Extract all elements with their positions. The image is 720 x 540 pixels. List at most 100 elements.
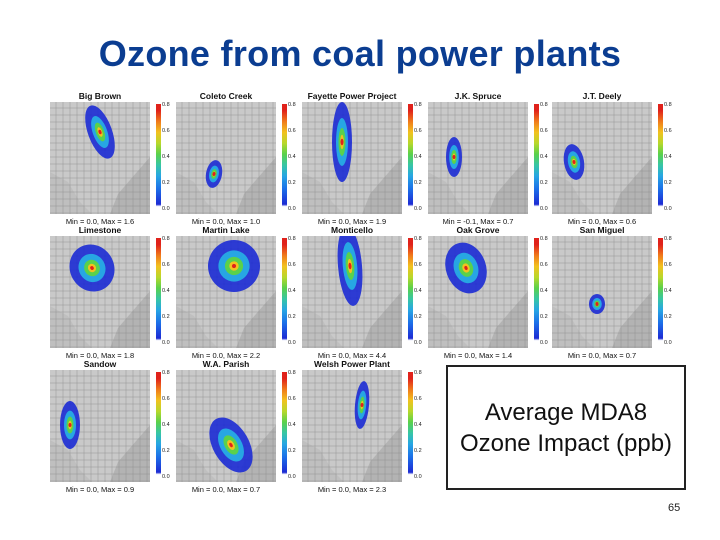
plant-name: Fayette Power Project [307,91,397,101]
colorbar-tick-label: 0.6 [162,396,170,402]
ozone-plume [332,102,352,182]
colorbar [408,372,413,481]
colorbar-tick-label: 0.0 [540,206,548,212]
mexico-area [50,440,92,482]
ozone-map [428,236,528,348]
min-max-stats: Min = 0.0, Max = 2.2 [191,351,261,360]
colorbar-tick-label: 0.4 [540,154,548,160]
texas-map-svg [302,370,402,482]
texas-map-svg [302,102,402,214]
gulf-area [488,291,528,348]
ozone-map [176,236,276,348]
county-grid [176,102,276,214]
ozone-map [50,102,150,214]
map-panel: San Miguel 0.8 0.6 0.4 0.2 0.0 Min = 0.0, Max … [552,225,674,363]
mexico-area [552,306,594,348]
map-panel: Welsh Power Plant 0.8 0.6 0.4 0.2 0.0 Min = 0.… [302,359,424,497]
colorbar-tick-label: 0.6 [288,262,296,268]
slide-title: Ozone from coal power plants [98,33,622,74]
gulf-area [110,425,150,482]
ozone-map [50,236,150,348]
colorbar-tick-label: 0.6 [540,262,548,268]
plant-name: Welsh Power Plant [314,359,390,369]
gulf-area [488,157,528,214]
gulf-area [362,157,402,214]
ozone-plume [446,137,462,177]
colorbar-tick-label: 0.6 [288,396,296,402]
ozone-plume [85,105,115,159]
colorbar-tick-label: 0.8 [540,102,548,108]
min-max-stats: Min = 0.0, Max = 1.6 [65,217,135,226]
county-grid [552,236,652,348]
colorbar-tick-label: 0.8 [162,102,170,108]
plant-name: J.K. Spruce [454,91,502,101]
colorbar-tick-label: 0.0 [414,206,422,212]
gulf-area [236,157,276,214]
min-max-stats: Min = 0.0, Max = 0.6 [567,217,637,226]
texas-map-svg [176,236,276,348]
colorbar-tick-label: 0.4 [162,154,170,160]
colorbar-tick-label: 0.4 [664,154,672,160]
map-panel: J.K. Spruce 0.8 0.6 0.4 0.2 0.0 Min = -0.1, Ma… [428,91,550,229]
min-max-stats: Min = 0.0, Max = 2.3 [317,485,387,494]
plant-name: Martin Lake [202,225,250,235]
min-max-stats: Min = 0.0, Max = 1.0 [191,217,261,226]
ozone-plume [354,381,370,429]
texas-map-svg [176,370,276,482]
colorbar-tick-label: 0.2 [414,180,422,186]
min-max-stats: Min = -0.1, Max = 0.7 [442,217,514,226]
mexico-area [428,306,470,348]
ozone-plume [589,294,605,314]
ozone-map [302,370,402,482]
gulf-area [362,425,402,482]
colorbar [282,238,287,347]
gulf-area [362,291,402,348]
map-panel: Limestone 0.8 0.6 0.4 0.2 0.0 Min = 0.0, Max =… [50,225,172,363]
min-max-stats: Min = 0.0, Max = 0.9 [65,485,135,494]
colorbar-tick-label: 0.8 [288,370,296,376]
map-panel: W.A. Parish 0.8 0.6 0.4 0.2 0.0 Min = 0.0, Max… [176,359,298,497]
mexico-area [176,172,218,214]
colorbar-tick-label: 0.8 [288,236,296,242]
ozone-map [302,102,402,214]
ozone-map [428,102,528,214]
colorbar-tick-label: 0.6 [664,128,672,134]
map-panel: Big Brown 0.8 0.6 0.4 0.2 0.0 Min = 0.0, Max =… [50,91,172,229]
texas-map-svg [428,102,528,214]
gulf-area [612,157,652,214]
plant-name: Coleto Creek [199,91,253,101]
map-panel: Fayette Power Project 0.8 0.6 0.4 0.2 0.0 Min … [302,91,424,229]
ozone-plume [445,242,487,294]
map-panel: Oak Grove 0.8 0.6 0.4 0.2 0.0 Min = 0.0, Max =… [428,225,550,363]
mexico-area [302,440,344,482]
colorbar-tick-label: 0.2 [162,448,170,454]
texas-map-svg [50,370,150,482]
map-panel: Sandow 0.8 0.6 0.4 0.2 0.0 Min = 0.0, Max = 0.… [50,359,172,497]
colorbar-tick-label: 0.4 [414,422,422,428]
plant-name: San Miguel [579,225,625,235]
colorbar [156,238,161,347]
colorbar-tick-label: 0.2 [414,448,422,454]
colorbar-tick-label: 0.2 [664,314,672,320]
colorbar [658,104,663,213]
colorbar-tick-label: 0.4 [162,422,170,428]
ozone-map [302,236,402,348]
texas-map-svg [302,236,402,348]
mexico-area [176,440,218,482]
colorbar-tick-label: 0.0 [162,474,170,480]
plant-name: W.A. Parish [202,359,250,369]
county-grid [428,102,528,214]
plant-name: J.T. Deely [582,91,622,101]
min-max-stats: Min = 0.0, Max = 0.7 [567,351,637,360]
colorbar-tick-label: 0.4 [540,288,548,294]
min-max-stats: Min = 0.0, Max = 1.8 [65,351,135,360]
texas-map-svg [176,102,276,214]
ozone-plume [60,401,80,449]
colorbar-tick-label: 0.0 [414,474,422,480]
colorbar [408,238,413,347]
gulf-area [110,291,150,348]
gulf-area [110,157,150,214]
colorbar-tick-label: 0.0 [162,206,170,212]
plant-name: Big Brown [78,91,122,101]
gulf-area [612,291,652,348]
